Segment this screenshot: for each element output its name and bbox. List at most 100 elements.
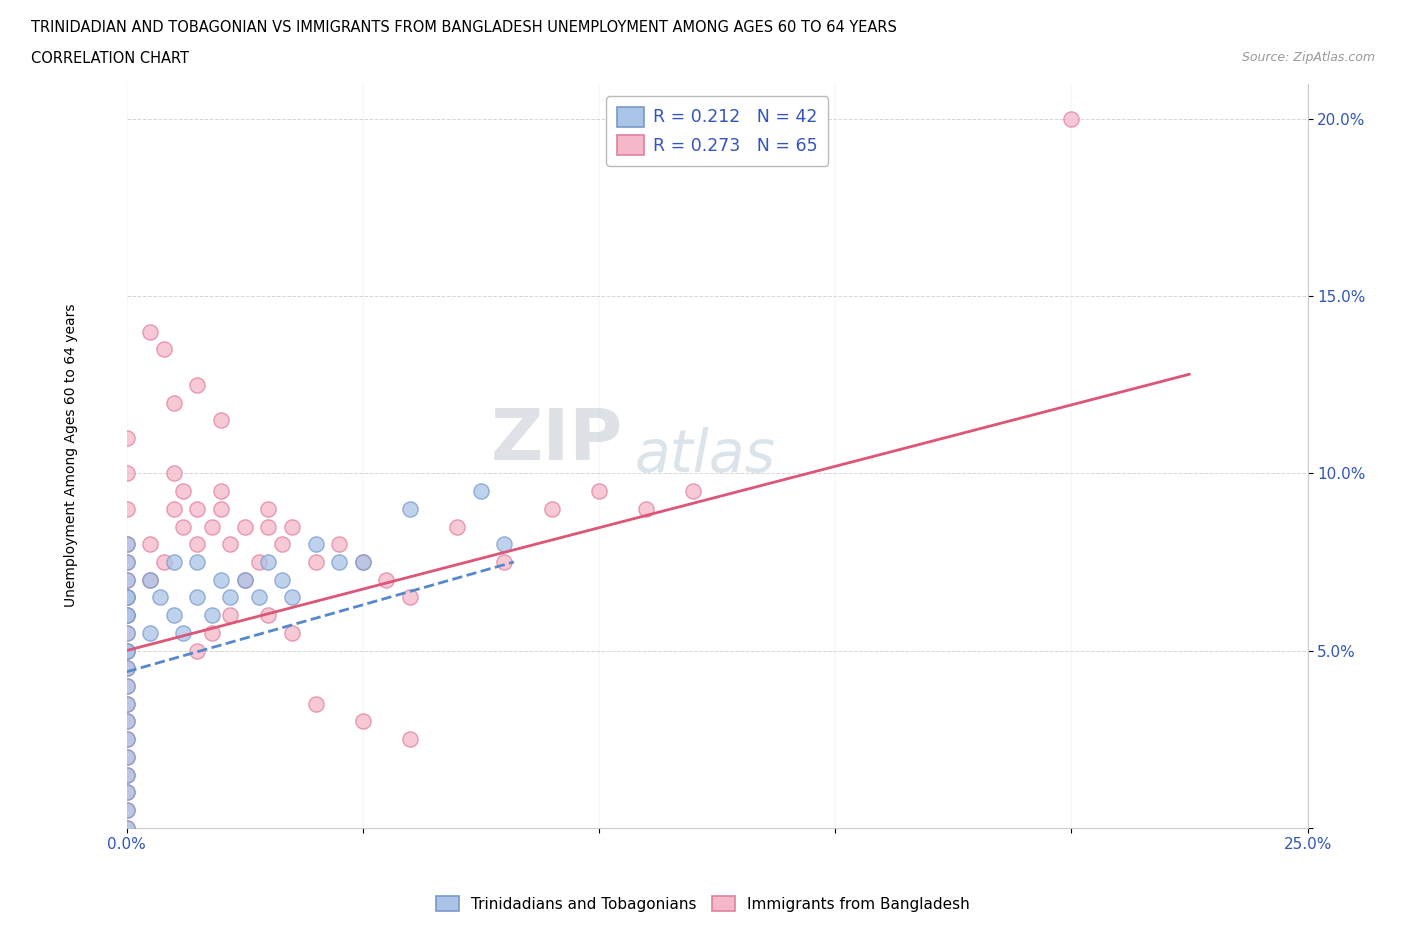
Point xyxy=(115,661,138,676)
Point xyxy=(328,537,350,551)
Point xyxy=(115,537,138,551)
Point xyxy=(115,679,138,694)
Point xyxy=(115,590,138,604)
Point xyxy=(139,625,162,640)
Point xyxy=(172,519,194,534)
Point xyxy=(186,501,208,516)
Point xyxy=(153,342,176,357)
Point xyxy=(115,644,138,658)
Text: Source: ZipAtlas.com: Source: ZipAtlas.com xyxy=(1241,51,1375,64)
Point xyxy=(115,625,138,640)
Point xyxy=(304,554,326,569)
Point xyxy=(163,607,186,622)
Point xyxy=(115,679,138,694)
Point xyxy=(139,572,162,587)
Point xyxy=(115,625,138,640)
Point xyxy=(115,714,138,729)
Legend: R = 0.212   N = 42, R = 0.273   N = 65: R = 0.212 N = 42, R = 0.273 N = 65 xyxy=(606,96,828,166)
Point xyxy=(399,501,422,516)
Point xyxy=(139,572,162,587)
Point xyxy=(219,607,242,622)
Point xyxy=(115,785,138,800)
Point xyxy=(209,572,232,587)
Point xyxy=(115,501,138,516)
Point xyxy=(115,750,138,764)
Point xyxy=(257,519,280,534)
Point xyxy=(209,413,232,428)
Point xyxy=(172,484,194,498)
Point xyxy=(281,519,304,534)
Point xyxy=(375,572,398,587)
Point xyxy=(115,466,138,481)
Point xyxy=(115,590,138,604)
Point xyxy=(271,572,294,587)
Point xyxy=(115,803,138,817)
Point xyxy=(494,537,516,551)
Point xyxy=(209,484,232,498)
Point xyxy=(115,750,138,764)
Legend: Trinidadians and Tobagonians, Immigrants from Bangladesh: Trinidadians and Tobagonians, Immigrants… xyxy=(430,889,976,918)
Point xyxy=(186,537,208,551)
Point xyxy=(200,519,222,534)
Point xyxy=(115,785,138,800)
Point xyxy=(219,590,242,604)
Point xyxy=(115,572,138,587)
Point xyxy=(636,501,658,516)
Point xyxy=(115,820,138,835)
Point xyxy=(115,803,138,817)
Text: CORRELATION CHART: CORRELATION CHART xyxy=(31,51,188,66)
Point xyxy=(352,554,374,569)
Point xyxy=(115,607,138,622)
Point xyxy=(540,501,562,516)
Point xyxy=(115,537,138,551)
Point xyxy=(470,484,492,498)
Point xyxy=(115,820,138,835)
Point xyxy=(1060,112,1083,126)
Point xyxy=(115,607,138,622)
Point xyxy=(200,625,222,640)
Point xyxy=(153,554,176,569)
Point xyxy=(233,572,256,587)
Point xyxy=(115,644,138,658)
Point xyxy=(163,554,186,569)
Point xyxy=(115,767,138,782)
Point xyxy=(247,554,270,569)
Point xyxy=(494,554,516,569)
Point xyxy=(186,644,208,658)
Point xyxy=(115,590,138,604)
Y-axis label: Unemployment Among Ages 60 to 64 years: Unemployment Among Ages 60 to 64 years xyxy=(63,304,77,607)
Point xyxy=(139,325,162,339)
Point xyxy=(271,537,294,551)
Point xyxy=(219,537,242,551)
Point xyxy=(115,661,138,676)
Point xyxy=(328,554,350,569)
Point xyxy=(399,590,422,604)
Point xyxy=(163,395,186,410)
Point xyxy=(588,484,610,498)
Point xyxy=(304,697,326,711)
Text: TRINIDADIAN AND TOBAGONIAN VS IMMIGRANTS FROM BANGLADESH UNEMPLOYMENT AMONG AGES: TRINIDADIAN AND TOBAGONIAN VS IMMIGRANTS… xyxy=(31,20,897,35)
Point xyxy=(233,572,256,587)
Point xyxy=(115,767,138,782)
Point xyxy=(172,625,194,640)
Point xyxy=(115,607,138,622)
Point xyxy=(115,554,138,569)
Point xyxy=(352,714,374,729)
Point xyxy=(209,501,232,516)
Point xyxy=(115,732,138,747)
Point xyxy=(247,590,270,604)
Point xyxy=(186,590,208,604)
Point xyxy=(233,519,256,534)
Point xyxy=(281,590,304,604)
Text: ZIP: ZIP xyxy=(491,406,623,475)
Text: atlas: atlas xyxy=(634,427,775,485)
Point xyxy=(186,378,208,392)
Point xyxy=(682,484,704,498)
Point xyxy=(304,537,326,551)
Point xyxy=(115,644,138,658)
Point xyxy=(149,590,172,604)
Point xyxy=(257,554,280,569)
Point xyxy=(115,554,138,569)
Point xyxy=(115,572,138,587)
Point xyxy=(115,714,138,729)
